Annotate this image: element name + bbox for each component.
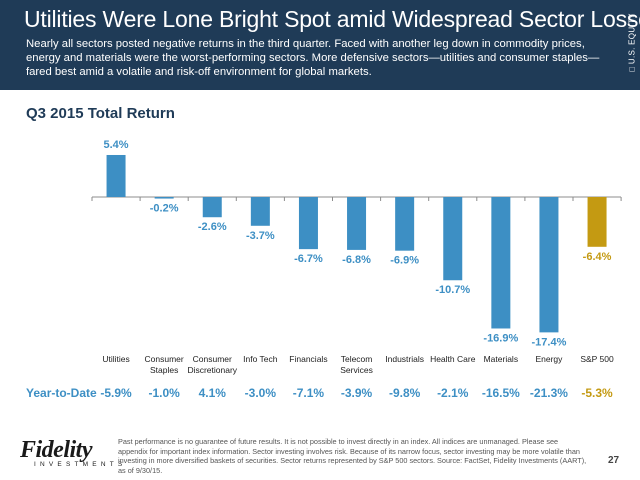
ytd-label: Year-to-Date <box>26 386 97 400</box>
category-label: Energy <box>535 354 563 364</box>
ytd-value: -16.5% <box>481 386 520 400</box>
category-label: Staples <box>150 365 178 375</box>
ytd-value: 4.1% <box>198 386 226 400</box>
category-label: Info Tech <box>243 354 278 364</box>
footnote: Past performance is no guarantee of futu… <box>118 437 587 475</box>
ytd-value: -2.1% <box>437 386 469 400</box>
ytd-value: -3.9% <box>340 386 373 400</box>
ytd-value: -3.0% <box>244 386 277 400</box>
data-label: -6.7% <box>294 253 323 265</box>
logo-subtext: INVESTMENTS <box>34 461 127 468</box>
data-label: -0.2% <box>150 203 179 215</box>
logo-wordmark: Fidelity <box>20 437 92 463</box>
data-label: -3.7% <box>246 230 275 242</box>
category-label: Services <box>340 365 373 375</box>
ytd-value: -9.8% <box>388 386 421 400</box>
page-number: 27 <box>608 455 620 466</box>
data-label: -10.7% <box>435 284 470 296</box>
bar <box>202 197 222 218</box>
data-label: 5.4% <box>104 139 129 151</box>
category-label: Financials <box>289 354 327 364</box>
category-label: Industrials <box>385 354 424 364</box>
category-label: Health Care <box>430 354 476 364</box>
data-label: -2.6% <box>198 221 227 233</box>
category-label: Utilities <box>102 354 129 364</box>
bar <box>250 197 270 226</box>
category-label: Consumer <box>145 354 184 364</box>
bar-chart: 5.4%Utilities-0.2%ConsumerStaples-2.6%Co… <box>91 139 622 375</box>
bar <box>347 197 367 250</box>
page-subtitle: Nearly all sectors posted negative retur… <box>26 38 600 78</box>
ytd-value: -1.0% <box>148 386 180 400</box>
category-label: Discretionary <box>187 365 237 375</box>
ytd-value: -5.3% <box>581 386 613 400</box>
bar <box>491 197 511 329</box>
data-label: -6.9% <box>390 255 419 267</box>
page-title: Utilities Were Lone Bright Spot amid Wid… <box>24 6 640 32</box>
category-label: Telecom <box>341 354 373 364</box>
bar <box>443 197 463 281</box>
data-label: -6.8% <box>342 254 371 266</box>
bar <box>298 197 318 250</box>
bar <box>587 197 607 247</box>
ytd-value: -7.1% <box>292 386 325 400</box>
data-label: -6.4% <box>583 251 612 263</box>
bar <box>395 197 415 251</box>
data-label: -16.9% <box>483 332 518 344</box>
ytd-value: -21.3% <box>529 386 568 400</box>
bar <box>106 154 126 197</box>
data-label: -17.4% <box>532 336 567 348</box>
category-label: Materials <box>484 354 518 364</box>
category-label: Consumer <box>193 354 232 364</box>
chart-title: Q3 2015 Total Return <box>26 105 175 122</box>
fidelity-logo: Fidelity INVESTMENTS <box>20 437 127 472</box>
bar <box>154 197 174 199</box>
header-banner: Utilities Were Lone Bright Spot amid Wid… <box>0 0 640 90</box>
bar <box>539 197 559 333</box>
ytd-value: -5.9% <box>100 386 132 400</box>
category-label: S&P 500 <box>580 354 614 364</box>
